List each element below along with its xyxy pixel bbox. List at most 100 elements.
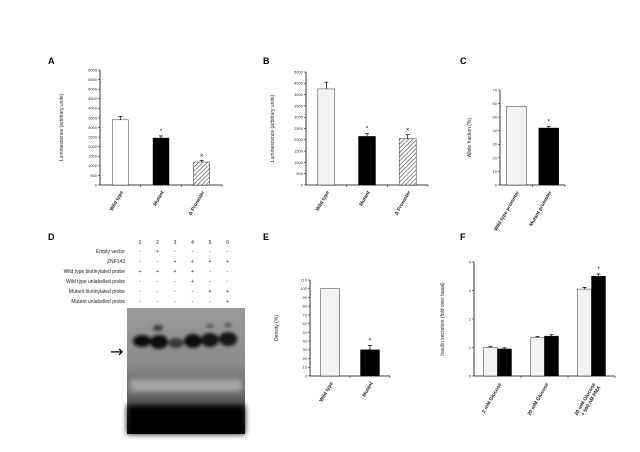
gel-condition-mark: -: [139, 299, 141, 305]
x-category-label: Wild type: [109, 190, 125, 212]
y-axis-label: Allele fraction (%): [467, 118, 473, 158]
gel-row-label: Mutant unlabelled probe: [71, 299, 125, 305]
y-tick-label: 30: [303, 347, 308, 352]
y-axis-label: Luminescence (arbitrary units): [59, 94, 65, 162]
y-tick-label: 1000: [88, 163, 98, 168]
bar-wild-type-promoter: [506, 106, 527, 186]
y-tick-label: 1500: [88, 154, 98, 159]
y-tick-label: 2000: [88, 144, 98, 149]
gel-condition-mark: -: [227, 269, 229, 275]
y-tick-label: 40: [493, 128, 498, 133]
bar--promoter: [193, 161, 210, 186]
y-tick-label: 20: [493, 155, 498, 160]
gel-condition-mark: +: [191, 279, 194, 285]
gel-row-label: Empty vector: [96, 249, 126, 255]
bar-series-2: [497, 348, 512, 377]
y-tick-label: 3000: [88, 125, 98, 130]
bar-mutant: [358, 136, 376, 186]
x-category-label: Mutant: [361, 381, 375, 398]
y-tick-label: 5000: [88, 87, 98, 92]
gel-condition-mark: -: [174, 279, 176, 285]
y-tick-label: 90: [303, 295, 308, 300]
gel-lane-number: 5: [209, 240, 212, 246]
gel-condition-mark: -: [192, 289, 194, 295]
bar-series-1: [483, 347, 498, 377]
gel-row-label: ZNF143: [107, 259, 125, 265]
y-tick-label: 70: [493, 87, 498, 92]
significance-marker: *: [597, 267, 600, 273]
x-category-label: Mutant: [152, 190, 166, 207]
gel-condition-mark: +: [209, 289, 212, 295]
gel-condition-mark: +: [209, 259, 212, 265]
y-tick-label: 2500: [88, 134, 98, 139]
bar-mutant: [360, 349, 380, 377]
y-tick-label: 0: [469, 373, 472, 378]
x-category-label: Wild type promoter: [493, 190, 521, 232]
gel-condition-mark: -: [227, 249, 229, 255]
significance-marker: ×: [200, 153, 204, 159]
y-tick-label: 3000: [294, 115, 304, 120]
gel-condition-mark: -: [157, 299, 159, 305]
gel-condition-mark: -: [209, 269, 211, 275]
gel-row-label: Wild type biotinylated probe: [64, 269, 126, 275]
y-tick-label: 0: [301, 182, 304, 187]
y-tick-label: 70: [303, 312, 308, 317]
significance-marker: *: [369, 338, 372, 344]
y-tick-label: 10: [493, 169, 498, 174]
significance-marker: ×: [406, 128, 410, 134]
gel-condition-mark: +: [191, 269, 194, 275]
gel-condition-mark: +: [139, 269, 142, 275]
x-category-label: 20 mM Glucose: [527, 382, 551, 417]
y-tick-label: 3: [469, 288, 472, 293]
y-tick-label: 110: [301, 277, 308, 282]
gel-condition-mark: -: [209, 279, 211, 285]
gel-condition-mark: -: [174, 249, 176, 255]
y-tick-label: 10: [303, 365, 308, 370]
gel-shift-bands: [133, 323, 237, 349]
y-tick-label: 20: [303, 356, 308, 361]
y-tick-label: 50: [303, 330, 308, 335]
y-tick-label: 60: [303, 321, 308, 326]
y-tick-label: 50: [493, 115, 498, 120]
chart-panel-c: 0 10 20 30 40 50 60 70 Allele fraction (%) Wild t…: [467, 87, 566, 232]
panel-label-b: B: [263, 56, 270, 66]
x-category-label: Mutant: [358, 190, 372, 207]
gel-condition-mark: -: [157, 259, 159, 265]
y-tick-label: 6000: [88, 67, 98, 72]
x-category-label: Wild type: [318, 381, 334, 403]
gel-condition-mark: +: [174, 259, 177, 265]
panel-label-a: A: [48, 56, 55, 66]
x-category-label: 2 mM Glucose: [481, 382, 503, 415]
chart-panel-f: 0 1 2 3 4 Insulin secretion (fold over basal)…: [440, 259, 616, 417]
y-tick-label: 3500: [88, 115, 98, 120]
gel-condition-mark: -: [139, 289, 141, 295]
gel-condition-mark: -: [174, 299, 176, 305]
y-axis-label: Luminescence (arbitrary units): [270, 95, 276, 163]
y-tick-label: 0: [495, 182, 498, 187]
y-tick-label: 0: [95, 182, 98, 187]
emsa-gel-panel: 1 2 3 4 5 6 Empty vector - + - - - - ZNF143 - - + + + + Wild…: [64, 240, 245, 434]
gel-lane-number: 4: [191, 240, 194, 246]
bar-series-1: [530, 337, 545, 377]
y-tick-label: 1: [469, 345, 472, 350]
gel-row-label: Wild type unlabelled probe: [66, 279, 125, 285]
gel-condition-mark: -: [227, 279, 229, 285]
x-category-label: Δ Promoter: [188, 190, 207, 217]
x-category-label: Wild type: [315, 190, 331, 212]
y-tick-label: 60: [493, 101, 498, 106]
gel-lane-number: 6: [226, 240, 229, 246]
gel-condition-mark: -: [209, 249, 211, 255]
gel-condition-mark: +: [226, 289, 229, 295]
x-category-label: Δ Promoter: [394, 190, 413, 217]
gel-condition-mark: +: [174, 269, 177, 275]
gel-condition-mark: -: [157, 289, 159, 295]
y-tick-label: 5500: [88, 77, 98, 82]
y-tick-label: 5000: [294, 69, 304, 74]
gel-condition-mark: -: [174, 289, 176, 295]
gel-condition-mark: -: [157, 279, 159, 285]
y-tick-label: 2: [469, 316, 472, 321]
y-tick-label: 2500: [294, 126, 304, 131]
panel-label-f: F: [460, 232, 466, 242]
chart-panel-a: 0 500 1000 1500 2000 2500 3000 3500 4000 4500 5000…: [59, 67, 223, 217]
